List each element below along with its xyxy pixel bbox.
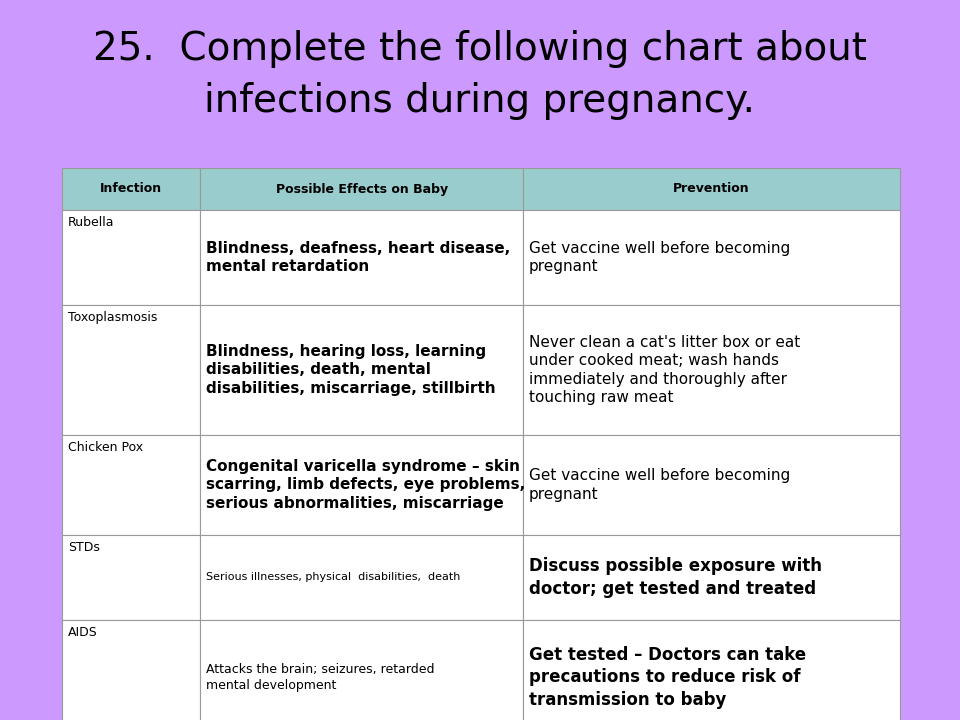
Text: Get vaccine well before becoming
pregnant: Get vaccine well before becoming pregnan… [529,468,790,502]
Bar [62,620,201,720]
Text: Attacks the brain; seizures, retarded
mental development: Attacks the brain; seizures, retarded me… [206,663,435,692]
Text: Congenital varicella syndrome – skin
scarring, limb defects, eye problems,
serio: Congenital varicella syndrome – skin sca… [206,459,525,511]
Bar [201,620,523,720]
Bar [523,210,900,305]
Text: STDs: STDs [68,541,100,554]
Text: Prevention: Prevention [673,182,750,196]
Bar [62,305,201,435]
Text: Serious illnesses, physical  disabilities,  death: Serious illnesses, physical disabilities… [206,572,461,582]
Bar [523,620,900,720]
Bar [201,435,523,535]
Text: Blindness, hearing loss, learning
disabilities, death, mental
disabilities, misc: Blindness, hearing loss, learning disabi… [206,344,496,396]
Bar [201,535,523,620]
Bar [62,535,201,620]
Bar [523,435,900,535]
Bar [201,168,523,210]
Text: Get vaccine well before becoming
pregnant: Get vaccine well before becoming pregnan… [529,240,790,274]
Text: Rubella: Rubella [68,216,114,229]
Text: AIDS: AIDS [68,626,98,639]
Text: Discuss possible exposure with
doctor; get tested and treated: Discuss possible exposure with doctor; g… [529,557,822,598]
Bar [523,535,900,620]
Bar [201,210,523,305]
Text: Chicken Pox: Chicken Pox [68,441,143,454]
Bar [201,305,523,435]
Text: Possible Effects on Baby: Possible Effects on Baby [276,182,447,196]
Bar [523,168,900,210]
Text: Never clean a cat's litter box or eat
under cooked meat; wash hands
immediately : Never clean a cat's litter box or eat un… [529,335,800,405]
Bar [62,210,201,305]
Text: Toxoplasmosis: Toxoplasmosis [68,311,157,324]
Bar [62,168,201,210]
Text: Blindness, deafness, heart disease,
mental retardation: Blindness, deafness, heart disease, ment… [206,240,511,274]
Text: Get tested – Doctors can take
precautions to reduce risk of
transmission to baby: Get tested – Doctors can take precaution… [529,647,806,708]
Text: Infection: Infection [100,182,162,196]
Text: 25.  Complete the following chart about: 25. Complete the following chart about [93,30,867,68]
Bar [62,435,201,535]
Bar [523,305,900,435]
Text: infections during pregnancy.: infections during pregnancy. [204,82,756,120]
